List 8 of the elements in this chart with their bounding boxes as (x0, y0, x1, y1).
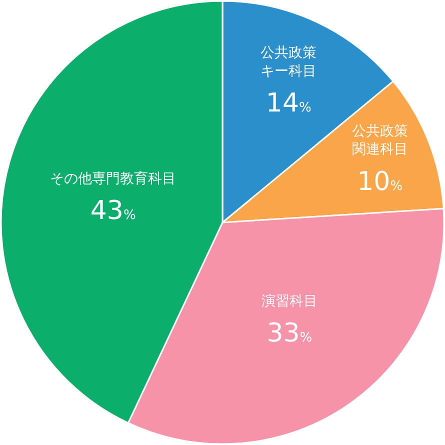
slice-label: 公共政策キー科目 (260, 45, 317, 80)
slice-label: 演習科目 (261, 293, 318, 310)
data-label: 43% (90, 196, 136, 226)
data-label: 33% (266, 318, 312, 349)
slice-label: その他専門教育科目 (50, 170, 176, 187)
data-label: 10% (357, 167, 403, 198)
slice-label: 公共政策関連科目 (352, 123, 408, 158)
data-label: 14% (266, 88, 312, 119)
